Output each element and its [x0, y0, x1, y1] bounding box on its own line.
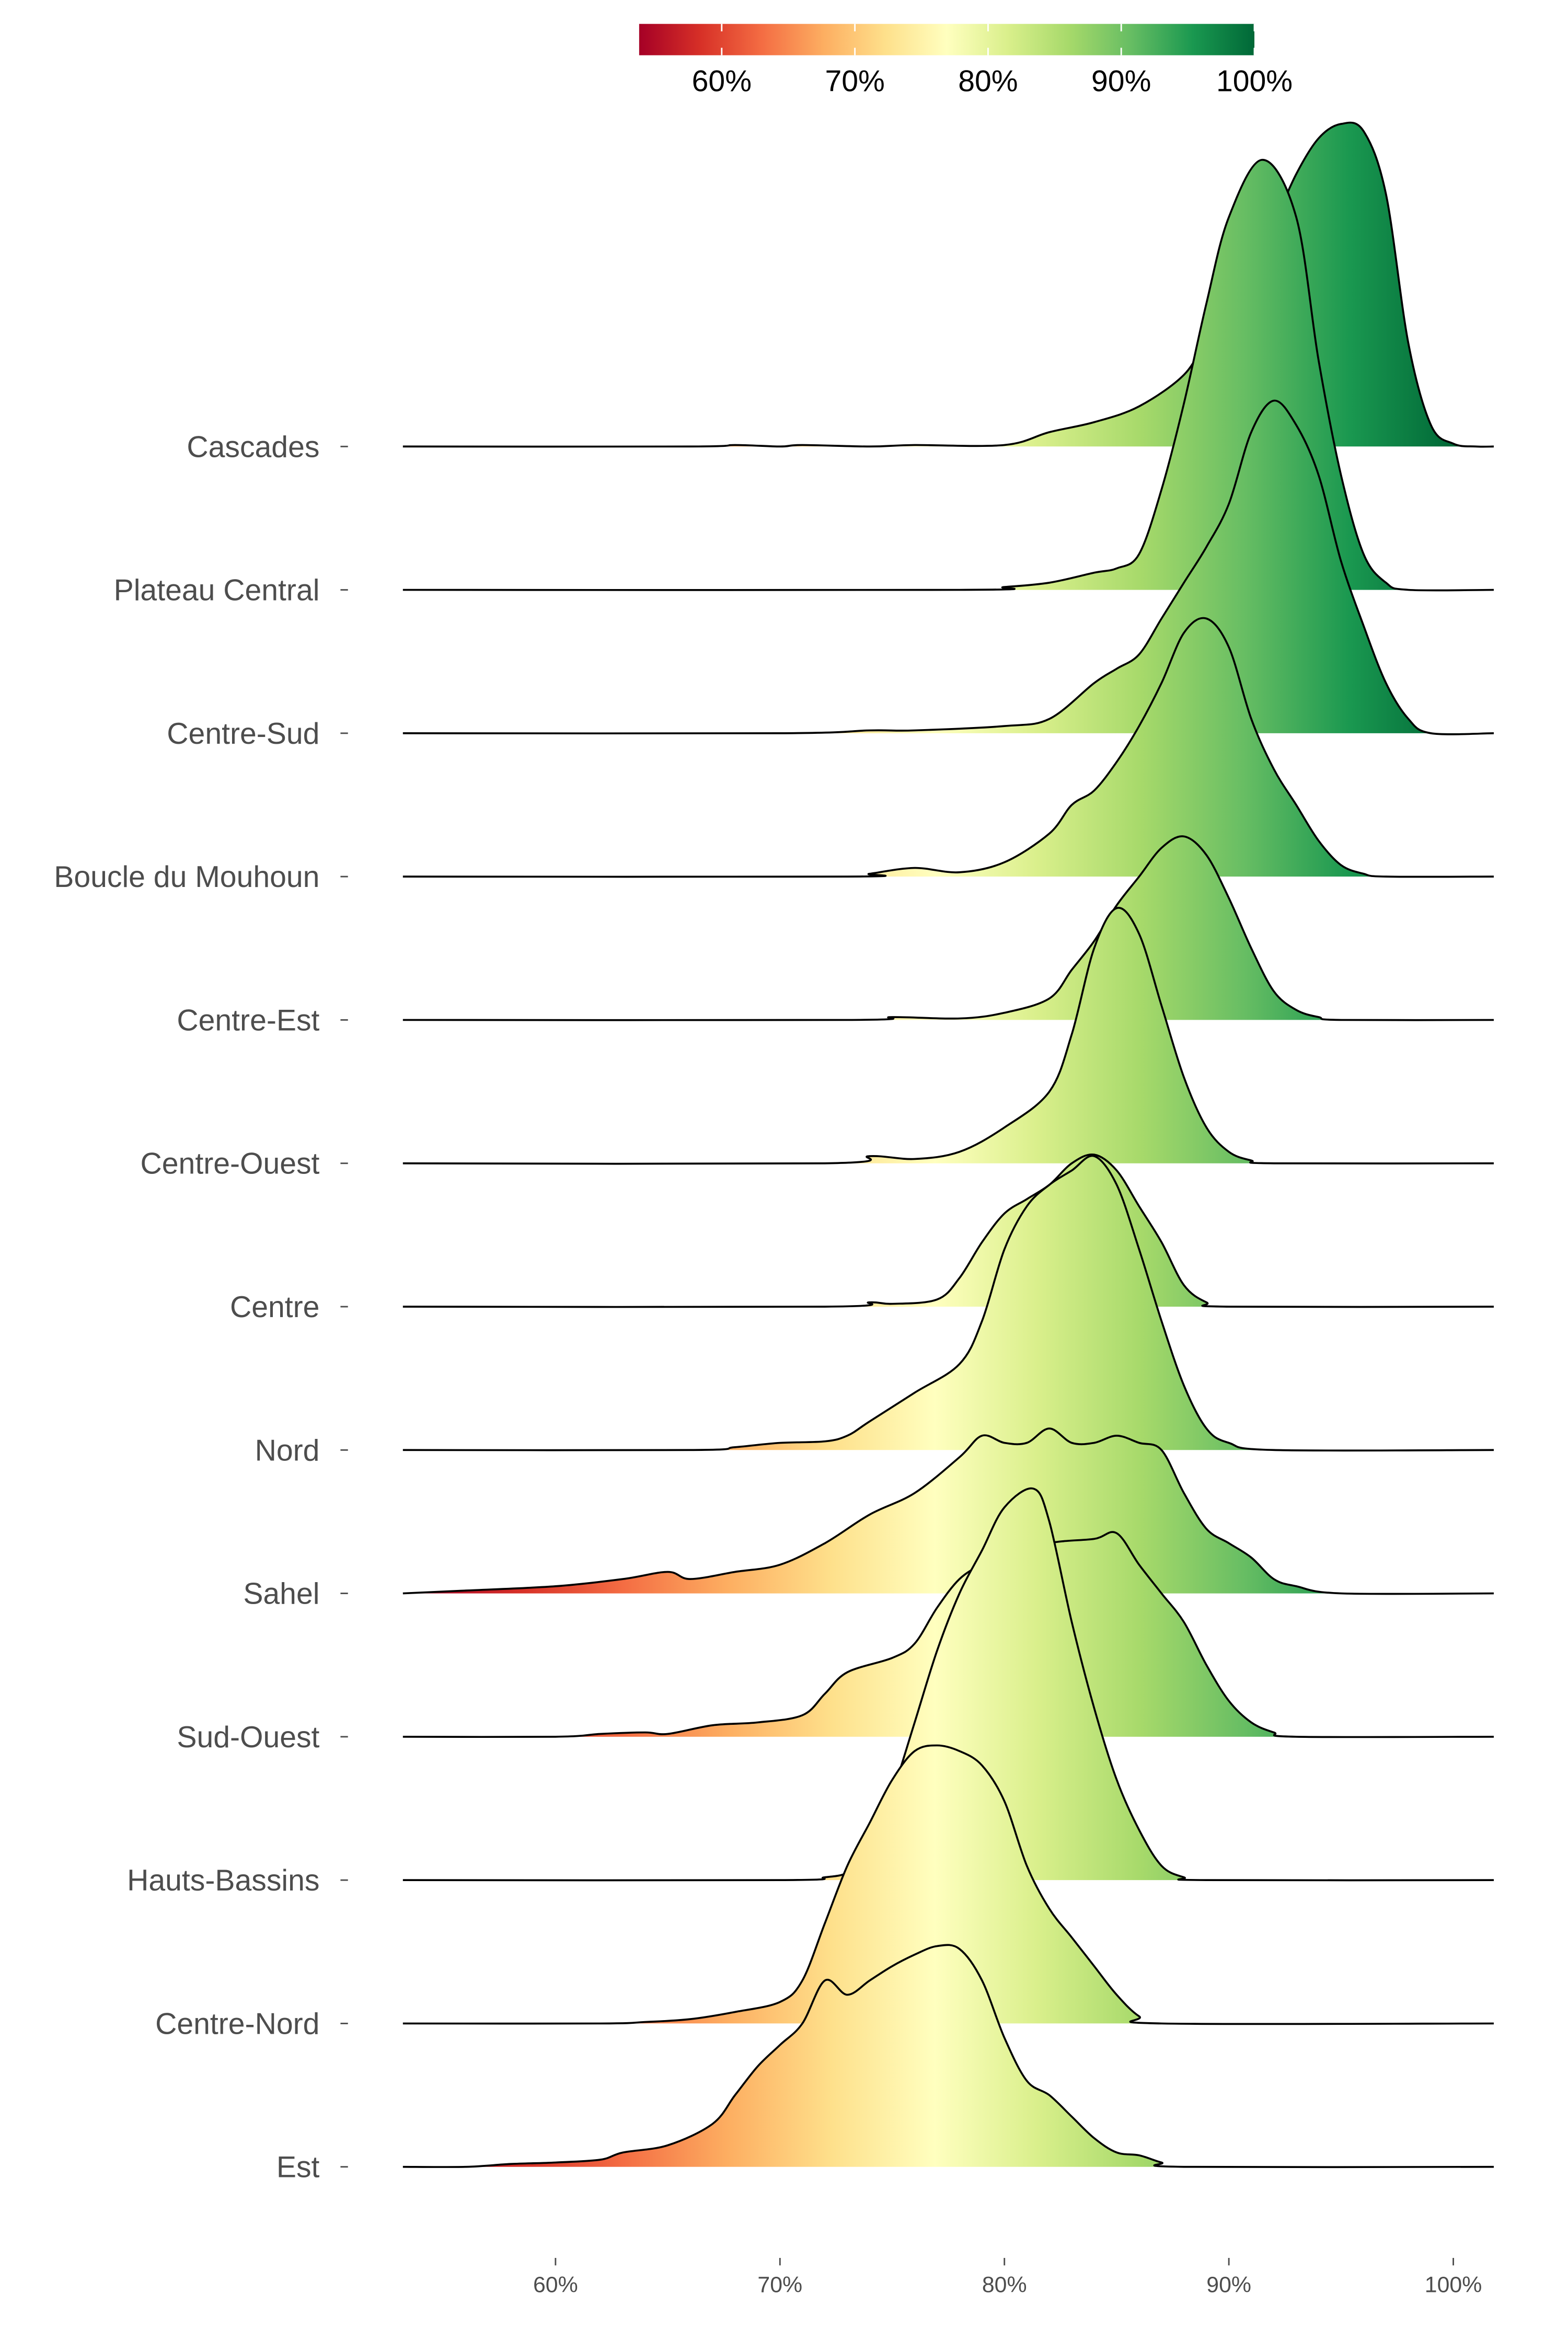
- ridge-hauts-bassins: [402, 1487, 1494, 1882]
- ridge-nord: [402, 1155, 1494, 1452]
- x-tick-label: 100%: [1425, 2273, 1482, 2298]
- y-label-nord: Nord: [255, 1434, 320, 1467]
- y-label-centre-ouest: Centre-Ouest: [141, 1147, 320, 1181]
- ridge-est: [402, 1944, 1494, 2169]
- density-line: [402, 1427, 1494, 1595]
- y-label-est: Est: [276, 2151, 320, 2184]
- ridges: [402, 121, 1494, 2169]
- density-fill: [402, 618, 1494, 877]
- y-label-plateau-central: Plateau Central: [114, 574, 320, 607]
- density-line: [402, 1744, 1494, 2025]
- ridge-centre-est: [402, 835, 1494, 1021]
- colorbar-tick-label: 100%: [1216, 64, 1293, 98]
- density-fill: [402, 1745, 1494, 2024]
- y-label-sahel: Sahel: [243, 1577, 319, 1611]
- density-fill: [402, 907, 1494, 1164]
- density-line: [402, 835, 1494, 1021]
- density-fill: [402, 1154, 1494, 1307]
- density-line: [402, 907, 1494, 1165]
- density-fill: [402, 1428, 1494, 1594]
- y-label-boucle-du-mouhoun: Boucle du Mouhoun: [54, 860, 319, 894]
- density-line: [402, 1155, 1494, 1452]
- x-tick-label: 60%: [533, 2273, 578, 2298]
- colorbar: [639, 24, 1254, 55]
- y-label-hauts-bassins: Hauts-Bassins: [127, 1864, 319, 1897]
- density-line: [402, 1487, 1494, 1882]
- density-line: [402, 617, 1494, 878]
- density-fill: [402, 159, 1494, 591]
- ridge-centre: [402, 1153, 1494, 1308]
- density-fill: [402, 122, 1494, 447]
- colorbar-tick-label: 60%: [692, 64, 752, 98]
- ridge-boucle-du-mouhoun: [402, 617, 1494, 878]
- density-fill: [402, 1945, 1494, 2167]
- density-line: [402, 1153, 1494, 1308]
- density-line: [402, 1944, 1494, 2169]
- y-label-centre: Centre: [230, 1290, 319, 1324]
- y-label-centre-sud: Centre-Sud: [167, 717, 319, 751]
- colorbar-legend: 60% 70% 80% 90% 100%: [639, 24, 1293, 98]
- colorbar-tick-label: 70%: [825, 64, 884, 98]
- colorbar-tick-label: 90%: [1091, 64, 1151, 98]
- density-line: [402, 158, 1494, 592]
- density-fill: [402, 1488, 1494, 1881]
- ridge-plateau-central: [402, 158, 1494, 592]
- ridge-centre-nord: [402, 1744, 1494, 2025]
- y-label-cascades: Cascades: [187, 430, 319, 464]
- y-label-centre-nord: Centre-Nord: [155, 2007, 319, 2040]
- x-axis: 60% 70% 80% 90% 100%: [533, 2258, 1482, 2298]
- y-label-sud-ouest: Sud-Ouest: [177, 1721, 319, 1754]
- x-tick-label: 80%: [982, 2273, 1027, 2298]
- colorbar-tick-label: 80%: [958, 64, 1018, 98]
- ridge-centre-ouest: [402, 907, 1494, 1165]
- y-label-centre-est: Centre-Est: [177, 1004, 319, 1037]
- x-tick-label: 90%: [1206, 2273, 1251, 2298]
- y-axis-labels: Cascades Plateau Central Centre-Sud Boucle …: [54, 430, 348, 2184]
- density-line: [402, 399, 1494, 735]
- ridge-cascades: [402, 121, 1494, 448]
- density-fill: [402, 1156, 1494, 1451]
- x-tick-label: 70%: [757, 2273, 802, 2298]
- ridge-sahel: [402, 1427, 1494, 1595]
